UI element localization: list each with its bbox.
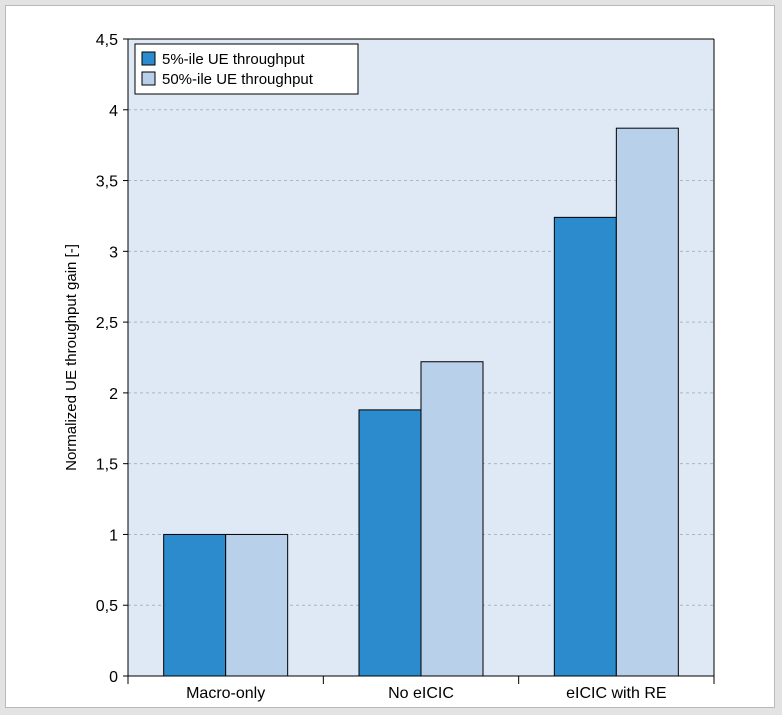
y-tick-label: 3 [109,244,118,261]
y-tick-label: 2,5 [96,315,118,332]
y-tick-label: 2 [109,386,118,403]
x-tick-label: Macro-only [186,685,265,702]
y-tick-label: 0 [109,669,118,686]
y-tick-label: 1,5 [96,457,118,474]
y-axis-label: Normalized UE throughput gain [-] [63,244,80,471]
y-tick-labels: 0 0,5 1 1,5 2 2,5 3 3,5 4 4,5 [96,32,118,686]
bar [420,361,484,677]
bars [163,127,679,677]
bar [163,533,227,677]
legend-box [134,43,359,95]
bar [553,216,617,677]
x-tick-label: No eICIC [388,685,454,702]
x-tick-label: eICIC with RE [566,685,666,702]
legend-swatch [141,71,156,86]
figure-frame: 0 0,5 1 1,5 2 2,5 3 3,5 4 4,5 Macro-only No eICIC e… [5,5,775,708]
axes [123,38,715,684]
legend-swatch [141,51,156,66]
x-tick-labels: Macro-only No eICIC eICIC with RE [186,685,666,702]
legend: 5%-ile UE throughput 50%-ile UE throughpu… [134,43,359,95]
y-tick-label: 4,5 [96,32,118,49]
legend-label: 5%-ile UE throughput [162,51,305,68]
legend-label: 50%-ile UE throughput [162,71,314,88]
y-tick-label: 3,5 [96,174,118,191]
bar [225,533,289,677]
y-tick-label: 4 [109,103,118,120]
bar [358,409,422,677]
bar [615,127,679,677]
bar-chart: 0 0,5 1 1,5 2 2,5 3 3,5 4 4,5 Macro-only No eICIC e… [63,32,715,702]
y-tick-label: 0,5 [96,598,118,615]
y-tick-label: 1 [109,527,118,544]
